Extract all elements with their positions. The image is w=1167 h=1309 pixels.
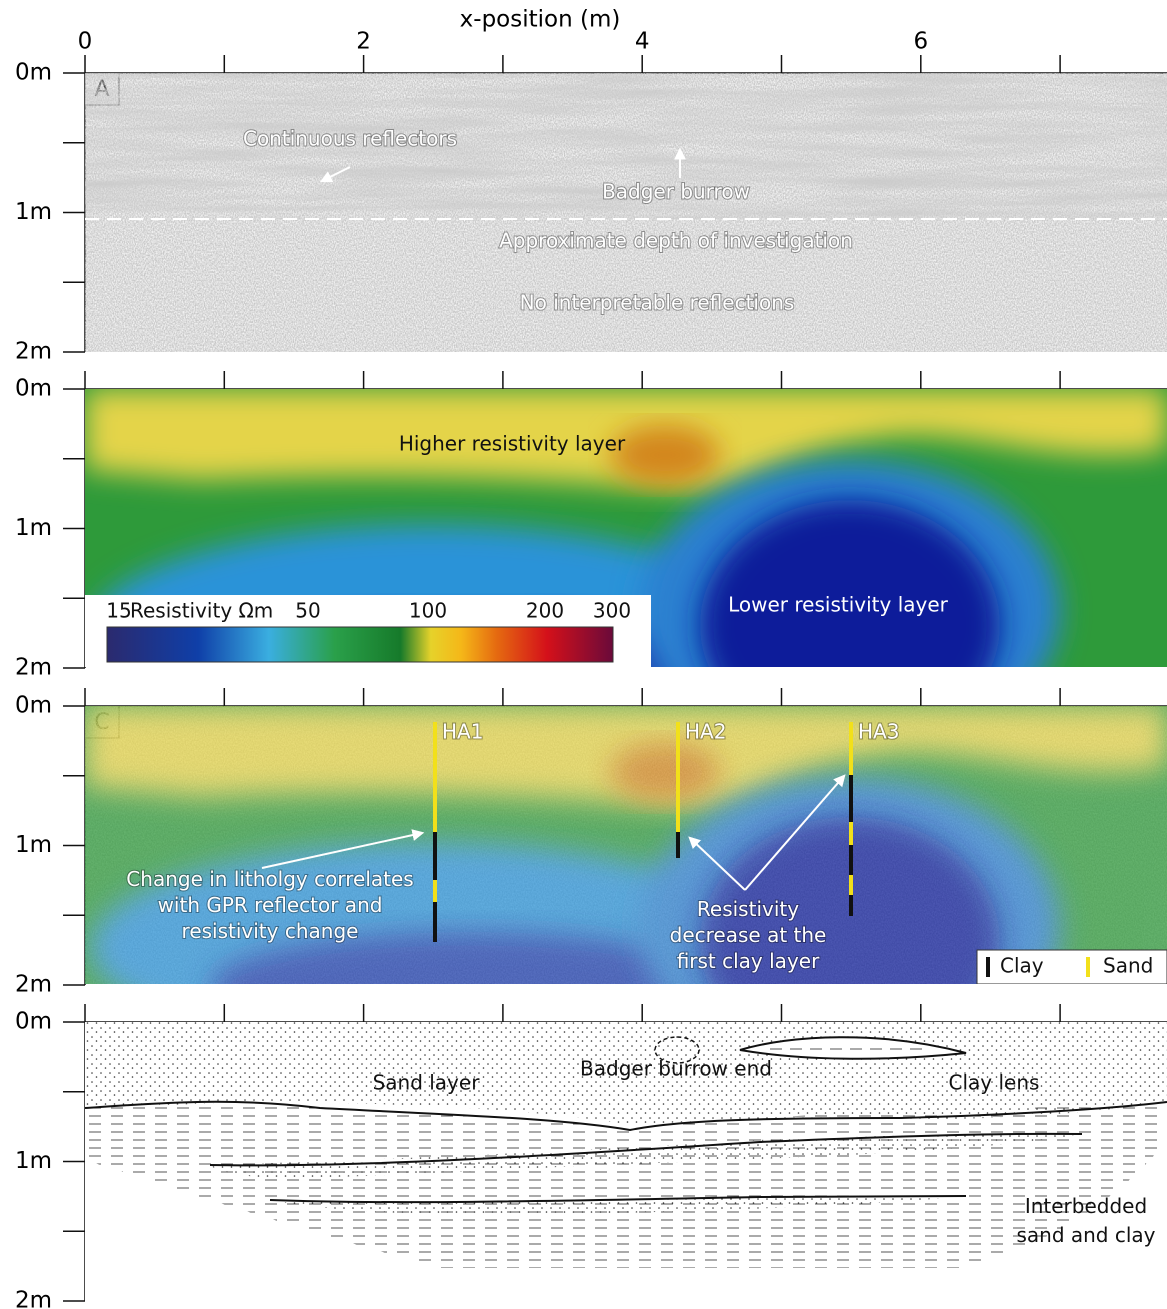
colorbar-title: Resistivity Ωm xyxy=(130,599,273,623)
y-tick-label: 0m xyxy=(15,693,52,719)
legend-label: Clay xyxy=(1000,954,1044,978)
colorbar-label: 15 xyxy=(106,599,131,623)
annotation: Clay lens xyxy=(949,1071,1040,1095)
colorbar xyxy=(106,626,614,663)
panel-d: Sand layer Badger burrow end Clay lens I… xyxy=(84,1022,1167,1301)
arrow xyxy=(319,166,351,183)
annotation: Badger burrow xyxy=(602,180,750,204)
arrow xyxy=(261,829,425,869)
annotation: Approximate depth of investigation xyxy=(499,229,853,253)
annotation: Higher resistivity layer xyxy=(399,432,626,456)
arrow xyxy=(688,836,746,891)
y-tick-label: 0m xyxy=(15,1009,52,1035)
legend xyxy=(976,949,1167,984)
colorbar-label: 200 xyxy=(526,599,564,623)
colorbar-label: 300 xyxy=(593,599,631,623)
sand-lens xyxy=(210,1133,1082,1178)
x-tick-label: 0 xyxy=(78,29,93,55)
borehole-label: HA1 xyxy=(442,720,483,744)
x-tick-label: 4 xyxy=(635,29,650,55)
x-tick-label: 6 xyxy=(913,29,928,55)
legend-label: Sand xyxy=(1103,954,1153,978)
annotation: Resistivity decrease at the first clay lay… xyxy=(670,897,827,973)
annotation: Interbedded sand and clay xyxy=(1016,1194,1155,1247)
colorbar-label: 100 xyxy=(409,599,447,623)
boreholes xyxy=(433,722,853,942)
borehole-label: HA2 xyxy=(685,720,726,744)
y-tick-label: 1m xyxy=(15,199,52,225)
panel-c: HA1 HA2 HA3 Change in litholgy correlate… xyxy=(85,706,1167,984)
colorbar-label: 50 xyxy=(295,599,320,623)
y-tick-label: 1m xyxy=(15,1148,52,1174)
resistivity-map xyxy=(85,389,1167,760)
x-tick-label: 2 xyxy=(356,29,371,55)
arrow xyxy=(744,774,846,891)
annotation: Badger burrow end xyxy=(580,1057,772,1081)
annotation: Sand layer xyxy=(373,1071,481,1095)
y-tick-label: 1m xyxy=(15,515,52,541)
y-tick-label: 2m xyxy=(15,972,52,998)
y-tick-label: 0m xyxy=(15,60,52,86)
annotation: Continuous reflectors xyxy=(243,127,457,151)
y-tick-label: 1m xyxy=(15,832,52,858)
sand-lens xyxy=(270,1196,966,1215)
borehole-label: HA3 xyxy=(858,720,899,744)
panel-a: Continuous reflectors Badger burrow Appr… xyxy=(85,73,1167,352)
y-tick-label: 2m xyxy=(15,339,52,365)
y-tick-label: 2m xyxy=(15,655,52,681)
annotation: Lower resistivity layer xyxy=(728,593,949,617)
y-tick-label: 2m xyxy=(15,1288,52,1309)
panel-b: 15 Resistivity Ωm 50 100 200 300 Higher … xyxy=(85,389,1167,760)
gpr-reflectors xyxy=(85,73,1167,219)
annotation: No interpretable reflections xyxy=(520,291,795,315)
boundaries xyxy=(84,1036,1167,1204)
y-tick-label: 0m xyxy=(15,376,52,402)
annotation: Change in litholgy correlates with GPR re… xyxy=(126,867,413,943)
x-axis-title: x-position (m) xyxy=(460,7,621,33)
